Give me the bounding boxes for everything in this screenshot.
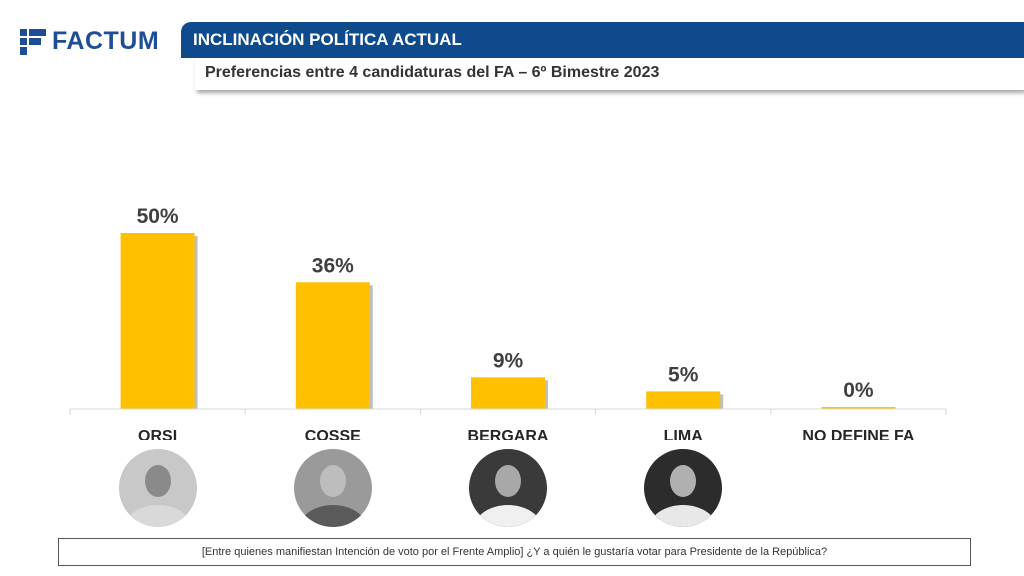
data-label: 36% (312, 254, 354, 277)
data-label: 0% (843, 379, 874, 402)
candidate-photo-bergara (469, 449, 547, 527)
header-title-bar: INCLINACIÓN POLÍTICA ACTUAL (181, 22, 1024, 58)
category-label: BERGARA (468, 428, 549, 440)
factum-logo: FACTUM (20, 27, 159, 56)
brand-name: FACTUM (52, 27, 160, 55)
bar-bergara (471, 377, 545, 409)
bar-cosse (295, 282, 370, 409)
category-label: ORSI (138, 428, 177, 440)
category-label: LIMA (664, 428, 704, 440)
page-subtitle: Preferencias entre 4 candidaturas del FA… (205, 64, 660, 81)
candidate-photo-lima (644, 449, 723, 527)
bar-orsi (120, 233, 195, 409)
data-label: 5% (668, 363, 699, 386)
category-label: NO DEFINE FA (802, 428, 914, 440)
candidate-photo-cosse (293, 449, 372, 527)
bar-no-define-fa (821, 407, 896, 409)
data-label: 9% (493, 349, 524, 372)
category-label: COSSE (305, 428, 361, 440)
page-title: INCLINACIÓN POLÍTICA ACTUAL (193, 30, 462, 49)
person-photo-icon (644, 449, 723, 527)
bar-chart: 50% ORSI 36% COSSE 9% BERGARA 5% LIMA 0% NO DEFIN… (69, 205, 947, 440)
person-photo-icon (469, 449, 547, 527)
person-photo-icon (118, 449, 197, 527)
person-photo-icon (293, 449, 372, 527)
footnote: [Entre quienes manifiestan Intención de … (58, 538, 971, 566)
header-subtitle-box: Preferencias entre 4 candidaturas del FA… (195, 58, 1024, 90)
bar-lima (646, 391, 721, 409)
factum-logo-icon (20, 28, 46, 55)
candidate-photo-orsi (118, 449, 197, 527)
data-label: 50% (137, 205, 179, 228)
